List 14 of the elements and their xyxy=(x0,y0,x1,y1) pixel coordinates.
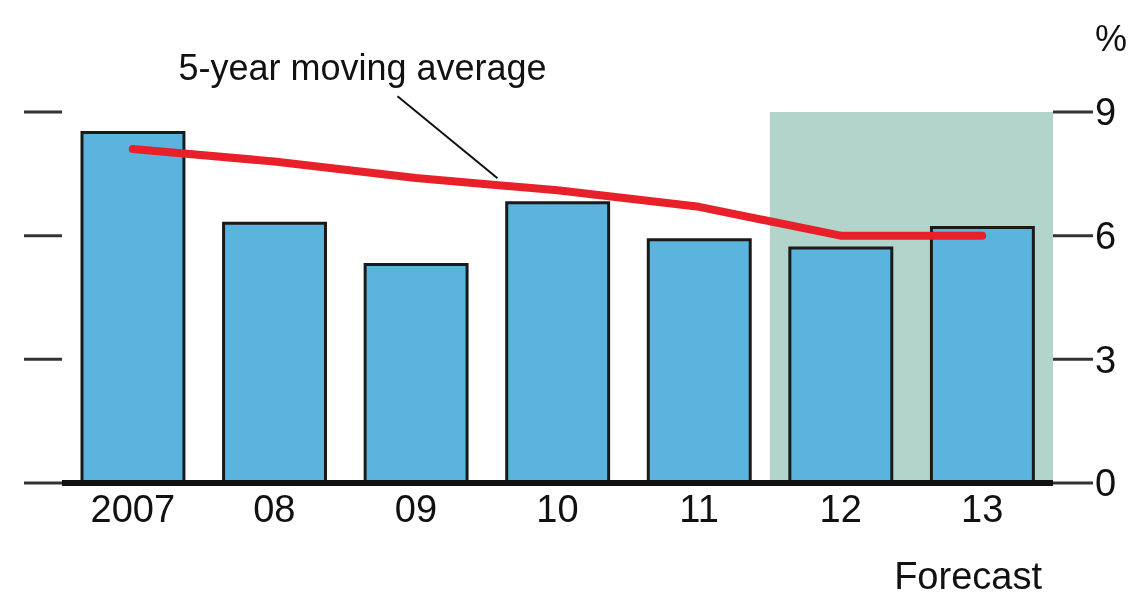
y-axis-title: % xyxy=(1094,18,1127,60)
y-tick-label: 9 xyxy=(1095,91,1117,134)
x-tick-label: 08 xyxy=(253,487,296,530)
band-label: Forecast xyxy=(894,555,1043,594)
series-label: 5-year moving average xyxy=(178,47,547,89)
y-tick-label: 0 xyxy=(1095,462,1117,505)
x-tick-label: 11 xyxy=(679,487,719,530)
x-tick-label: 2007 xyxy=(90,487,176,530)
x-tick-label: 10 xyxy=(536,487,579,530)
y-tick-label: 6 xyxy=(1095,215,1117,258)
x-tick-label: 09 xyxy=(394,487,438,530)
y-tick-label: 3 xyxy=(1095,338,1117,381)
x-tick-label: 12 xyxy=(819,487,862,530)
x-tick-label: 13 xyxy=(961,487,1004,530)
